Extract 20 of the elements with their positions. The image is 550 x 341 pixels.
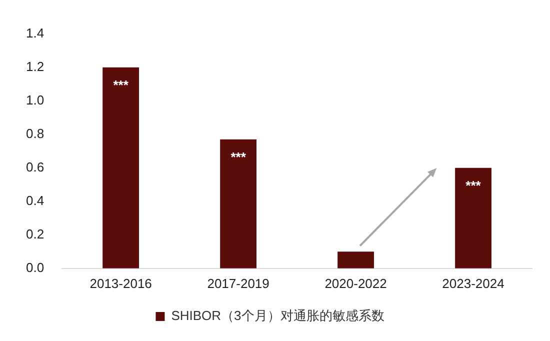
annotation: *** — [466, 178, 482, 193]
bar — [455, 168, 492, 268]
y-tick-label: 0.6 — [26, 159, 44, 174]
bar — [338, 252, 374, 268]
y-tick-label: 0.2 — [26, 226, 44, 242]
y-tick-label: 0.0 — [26, 260, 44, 275]
y-tick-label: 1.0 — [26, 92, 44, 108]
legend-label: SHIBOR（3个月）对通胀的敏感系数 — [171, 308, 384, 324]
bar — [220, 139, 257, 268]
annotation: *** — [113, 77, 130, 92]
y-tick-label: 0.4 — [26, 192, 44, 208]
y-tick-label: 1.4 — [26, 25, 44, 40]
x-tick-label: 2020-2022 — [324, 276, 387, 291]
y-tick-label: 1.2 — [26, 58, 44, 74]
y-tick-label: 0.8 — [26, 126, 44, 141]
bar — [102, 67, 140, 268]
x-tick-label: 2017-2019 — [207, 276, 270, 291]
x-tick-label: 2023-2024 — [442, 276, 504, 291]
annotation: *** — [230, 149, 247, 164]
x-tick-label: 2013-2016 — [90, 276, 152, 291]
